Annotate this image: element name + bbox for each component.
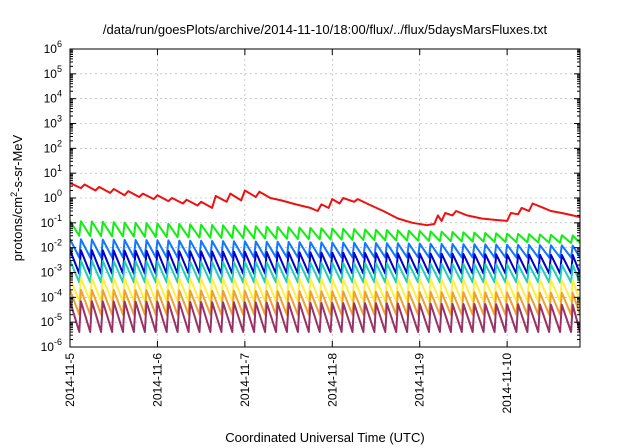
x-tick-label: 2014-11-6 bbox=[150, 353, 164, 407]
series-line-5 bbox=[70, 259, 580, 284]
y-tick-base: 10 bbox=[44, 191, 58, 205]
y-tick-base: 10 bbox=[44, 42, 58, 56]
x-tick-label: 2014-11-5 bbox=[63, 353, 77, 407]
y-tick-exponent: 0 bbox=[57, 188, 62, 198]
x-tick-label: 2014-11-8 bbox=[325, 353, 339, 407]
series-line-1 bbox=[70, 182, 580, 227]
y-axis-label-pre: protons/cm bbox=[10, 197, 25, 261]
series-line-3 bbox=[70, 238, 580, 259]
y-tick-label: 10-3 bbox=[41, 263, 62, 280]
series-line-8 bbox=[70, 300, 580, 333]
y-tick-base: 10 bbox=[41, 340, 55, 354]
y-tick-label: 10-5 bbox=[41, 312, 62, 329]
y-tick-exponent: 6 bbox=[57, 39, 62, 49]
y-tick-exponent: -1 bbox=[54, 213, 62, 223]
y-tick-exponent: -2 bbox=[54, 238, 62, 248]
y-tick-base: 10 bbox=[41, 266, 55, 280]
y-tick-exponent: 4 bbox=[57, 89, 62, 99]
axis-ticks: 10-610-510-410-310-210-11001011021031041… bbox=[41, 39, 580, 414]
x-tick-label: 2014-11-9 bbox=[413, 353, 427, 407]
y-tick-base: 10 bbox=[41, 241, 55, 255]
y-tick-exponent: -3 bbox=[54, 263, 62, 273]
y-tick-label: 10-2 bbox=[41, 238, 62, 255]
x-tick-label: 2014-11-7 bbox=[238, 353, 252, 407]
chart-title: /data/run/goesPlots/archive/2014-11-10/1… bbox=[103, 22, 548, 37]
y-tick-exponent: 2 bbox=[57, 138, 62, 148]
x-tick-label: 2014-11-10 bbox=[500, 353, 514, 414]
y-tick-exponent: -6 bbox=[54, 337, 62, 347]
y-tick-base: 10 bbox=[41, 290, 55, 304]
y-tick-label: 10-1 bbox=[41, 213, 62, 230]
y-tick-base: 10 bbox=[44, 67, 58, 81]
series-line-6 bbox=[70, 277, 580, 303]
y-tick-base: 10 bbox=[41, 216, 55, 230]
y-tick-base: 10 bbox=[41, 315, 55, 329]
y-axis-label-post: -s-sr-MeV bbox=[10, 134, 25, 191]
y-tick-base: 10 bbox=[44, 117, 58, 131]
y-tick-base: 10 bbox=[44, 141, 58, 155]
y-tick-exponent: -5 bbox=[54, 312, 62, 322]
y-tick-exponent: 3 bbox=[57, 114, 62, 124]
y-tick-label: 10-4 bbox=[41, 287, 62, 304]
x-axis-label: Coordinated Universal Time (UTC) bbox=[225, 430, 424, 445]
y-tick-base: 10 bbox=[44, 92, 58, 106]
y-tick-label: 100 bbox=[44, 188, 62, 205]
series-line-2 bbox=[70, 220, 580, 245]
y-tick-label: 102 bbox=[44, 138, 62, 155]
y-tick-exponent: 1 bbox=[57, 163, 62, 173]
series-group bbox=[70, 182, 580, 333]
y-tick-label: 101 bbox=[44, 163, 62, 180]
y-tick-label: 104 bbox=[44, 89, 62, 106]
y-axis-label: protons/cm2-s-sr-MeV bbox=[9, 134, 25, 261]
y-axis-label-sup: 2 bbox=[9, 192, 19, 197]
y-tick-exponent: 5 bbox=[57, 64, 62, 74]
y-tick-exponent: -4 bbox=[54, 287, 62, 297]
y-tick-label: 103 bbox=[44, 114, 62, 131]
y-tick-label: 105 bbox=[44, 64, 62, 81]
y-tick-label: 106 bbox=[44, 39, 62, 56]
y-tick-base: 10 bbox=[44, 166, 58, 180]
y-tick-label: 10-6 bbox=[41, 337, 62, 354]
